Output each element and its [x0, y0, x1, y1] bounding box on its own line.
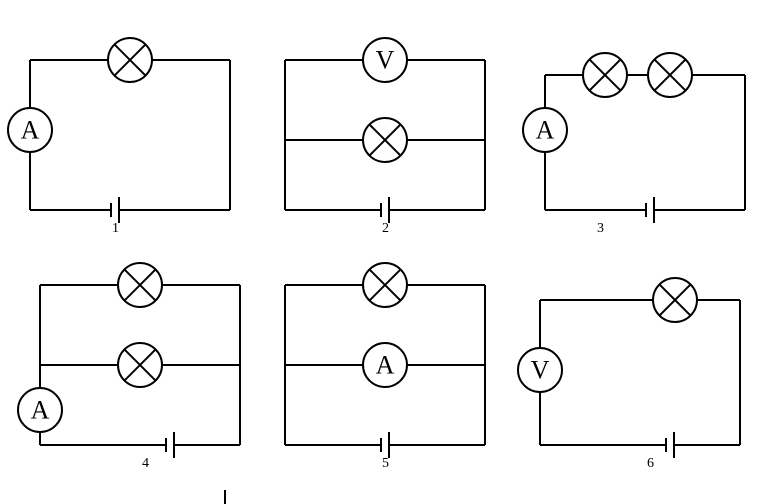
circuit-label: 4 [142, 456, 149, 471]
battery-symbol [381, 432, 389, 458]
ammeter-symbol: A [363, 343, 407, 387]
ammeter-symbol: A [18, 388, 62, 432]
svg-text:V: V [376, 46, 395, 75]
voltmeter-symbol: V [363, 38, 407, 82]
circuit-2: V2 [285, 38, 485, 236]
battery-symbol [111, 197, 119, 223]
ammeter-symbol: A [523, 108, 567, 152]
battery-symbol [666, 432, 674, 458]
lamp-symbol [583, 53, 627, 97]
ammeter-symbol: A [8, 108, 52, 152]
circuit-label: 5 [382, 456, 389, 471]
circuit-1: A1 [8, 38, 230, 236]
battery-symbol [381, 197, 389, 223]
circuit-5: A5 [285, 263, 485, 471]
svg-text:A: A [376, 351, 395, 380]
battery-symbol [166, 432, 174, 458]
circuit-label: 1 [112, 221, 119, 236]
lamp-symbol [363, 263, 407, 307]
lamp-symbol [648, 53, 692, 97]
circuit-label: 2 [382, 221, 389, 236]
lamp-symbol [118, 263, 162, 307]
circuit-6: V6 [518, 278, 740, 471]
svg-text:A: A [536, 116, 555, 145]
circuit-diagram-canvas: A1V2A3A4A5V6 [0, 0, 768, 504]
voltmeter-symbol: V [518, 348, 562, 392]
lamp-symbol [363, 118, 407, 162]
circuit-label: 3 [597, 221, 604, 236]
svg-text:V: V [531, 356, 550, 385]
circuit-label: 6 [647, 456, 654, 471]
lamp-symbol [653, 278, 697, 322]
lamp-symbol [118, 343, 162, 387]
circuit-3: A3 [523, 53, 745, 236]
svg-text:A: A [31, 396, 50, 425]
battery-symbol [646, 197, 654, 223]
circuit-4: A4 [18, 263, 240, 471]
lamp-symbol [108, 38, 152, 82]
svg-text:A: A [21, 116, 40, 145]
